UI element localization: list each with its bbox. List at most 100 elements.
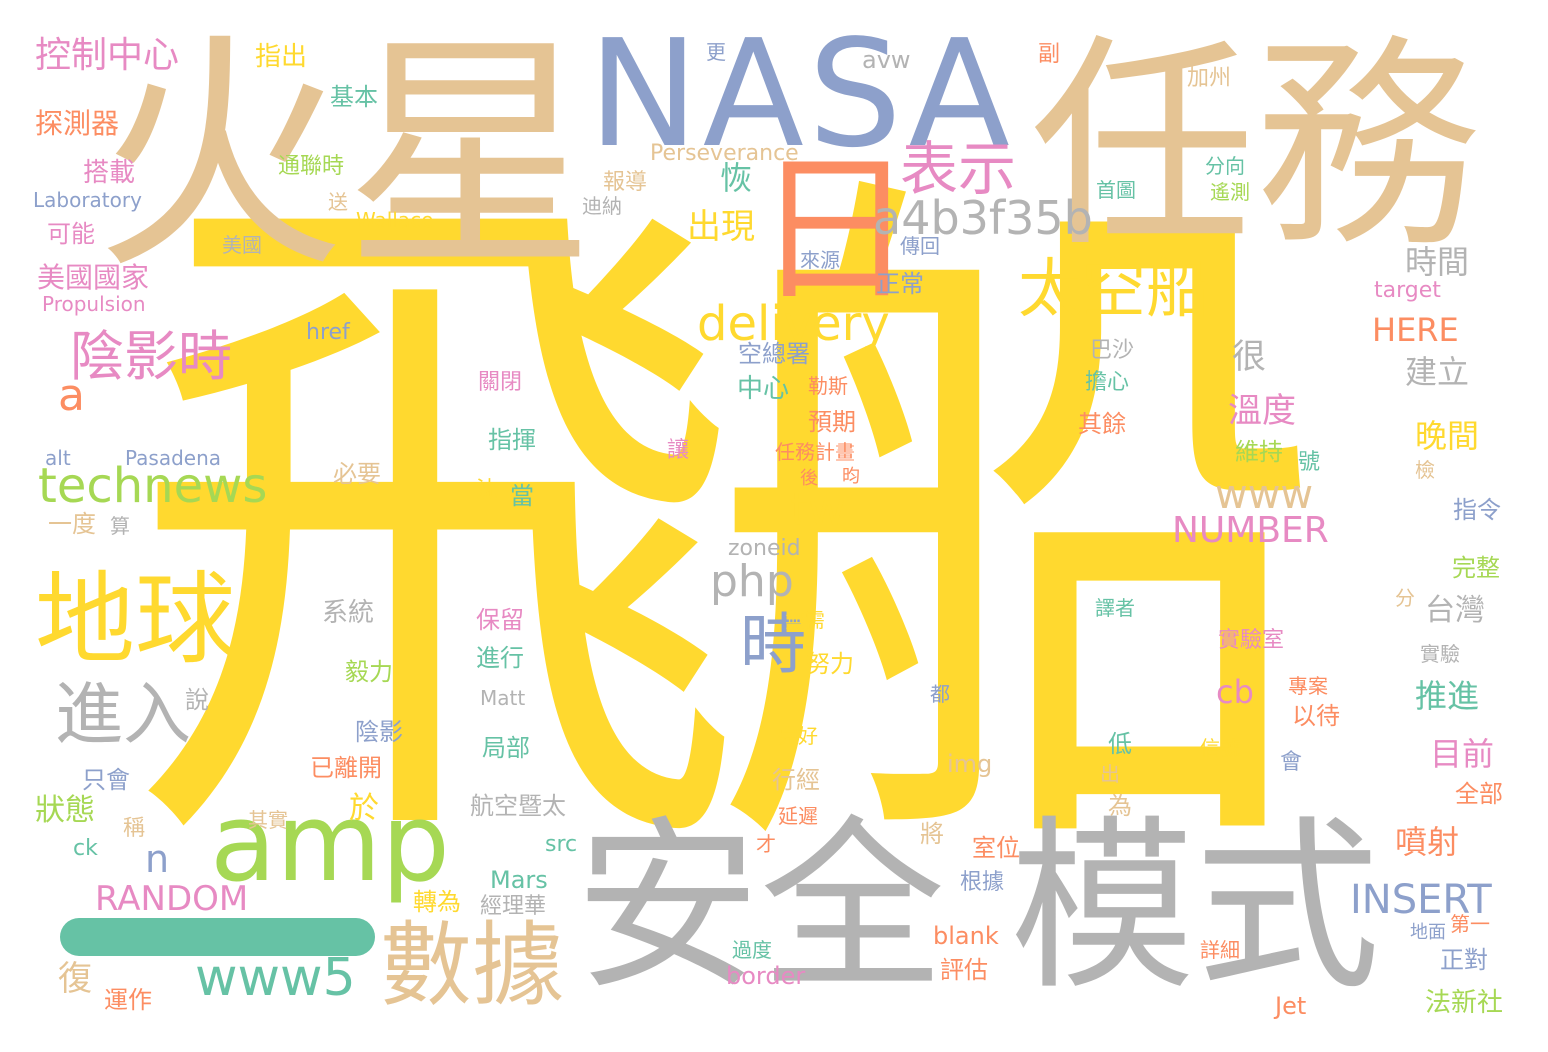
word-shijian: 時間 xyxy=(1405,243,1470,281)
word-chuanhui: 傳回 xyxy=(900,234,940,258)
word-yinyingshi: 陰影時 xyxy=(70,325,232,388)
word-rang: 讓 xyxy=(667,438,690,463)
word-insert: INSERT xyxy=(1350,877,1492,923)
word-mumian: 目前 xyxy=(1430,735,1495,773)
word-yilikai: 已離開 xyxy=(310,754,382,782)
word-shiwei: 室位 xyxy=(972,834,1020,862)
word-ck: ck xyxy=(73,836,98,861)
word-jinglihua: 經理華 xyxy=(480,894,547,919)
word-guodu: 過度 xyxy=(732,938,772,962)
word-hui2: 會 xyxy=(1280,750,1303,775)
word-avw: avw xyxy=(862,46,911,74)
word-chen: 沈 xyxy=(476,478,499,503)
word-pasadena: Pasadena xyxy=(125,446,222,470)
word-danxin: 擔心 xyxy=(1085,370,1130,395)
word-perseverance: Perseverance xyxy=(650,141,799,166)
word-biyao: 必要 xyxy=(333,460,381,488)
word-nasa: NASA xyxy=(588,8,1014,180)
word-jiang: 將 xyxy=(920,820,944,848)
word-dazai: 搭載 xyxy=(83,158,136,188)
word-zhihui: 指揮 xyxy=(488,426,536,454)
word-xitong: 系統 xyxy=(322,598,375,628)
word-hen: 很 xyxy=(1232,337,1266,377)
word-faxinshe: 法新社 xyxy=(1425,988,1504,1018)
word-zhuanan: 專案 xyxy=(1288,674,1328,698)
word-matt: Matt xyxy=(480,686,526,710)
word-genju: 根據 xyxy=(960,870,1005,895)
word-tancheqi: 探測器 xyxy=(35,107,120,140)
word-yizhe: 譯者 xyxy=(1095,596,1135,620)
word-geng: 更 xyxy=(706,40,726,64)
word-yun: 昀 xyxy=(842,466,860,487)
word-bar xyxy=(60,918,375,956)
word-yinying: 陰影 xyxy=(355,718,403,746)
word-diqiu: 地球 xyxy=(35,561,235,678)
word-zhengchang: 正常 xyxy=(876,270,924,298)
word-number: NUMBER xyxy=(1172,510,1329,551)
word-wei: 為 xyxy=(1108,792,1132,820)
word-baodao: 報導 xyxy=(603,170,648,195)
word-laiyuan: 來源 xyxy=(800,248,840,272)
word-jinru: 進入 xyxy=(55,676,192,755)
word-yu: 於 xyxy=(349,791,379,826)
word-hui: 恢 xyxy=(720,159,753,197)
word-renwujihua: 任務計畫 xyxy=(775,440,855,464)
word-tuijin: 推進 xyxy=(1415,677,1480,715)
word-fu2: 復 xyxy=(58,959,92,999)
word-fenxiang: 分向 xyxy=(1205,154,1245,178)
word-jubu: 局部 xyxy=(482,734,530,762)
word-zhuangtai: 狀態 xyxy=(35,793,95,828)
word-taiwan: 台灣 xyxy=(1425,593,1485,628)
word-alt: alt xyxy=(45,446,71,470)
word-n: n xyxy=(145,837,170,881)
word-blank: blank xyxy=(933,922,999,950)
word-qishi: 其實 xyxy=(248,808,288,832)
word-diyi: 第一 xyxy=(1450,912,1490,936)
word-shi: 時 xyxy=(740,606,806,683)
word-jiben: 基本 xyxy=(330,83,378,111)
word-pinggu: 評估 xyxy=(940,956,988,984)
word-hangkong: 航空暨太 xyxy=(470,792,566,820)
word-shiyan: 實驗 xyxy=(1420,642,1460,666)
word-yunzuo: 運作 xyxy=(104,986,152,1014)
word-yidai: 以待 xyxy=(1292,702,1340,730)
word-xingjing: 行經 xyxy=(772,766,820,794)
word-dimian: 地面 xyxy=(1410,922,1446,943)
word-song: 送 xyxy=(328,190,348,214)
word-jiazhou: 加州 xyxy=(1187,66,1232,91)
word-href: href xyxy=(306,320,350,345)
word-chu: 出 xyxy=(1100,762,1120,786)
word-weichi: 維持 xyxy=(1235,438,1283,466)
word-zhichu: 指出 xyxy=(255,42,308,72)
word-a4b3f35b: a4b3f35b xyxy=(873,191,1093,245)
word-wendu: 溫度 xyxy=(1228,391,1296,431)
word-a: a xyxy=(58,370,85,421)
word-qiyu: 其餘 xyxy=(1078,410,1126,438)
word-yuqi: 預期 xyxy=(808,408,856,436)
word-wallace: Wallace xyxy=(356,208,434,232)
word-dina: 迪納 xyxy=(582,194,622,218)
word-cheng: 稱 xyxy=(123,816,146,841)
word-konzongshu: 空總署 xyxy=(738,340,810,368)
word-shoutu: 首圖 xyxy=(1096,178,1136,202)
word-baoliu: 保留 xyxy=(476,606,524,634)
word-src: src xyxy=(545,832,578,857)
word-zhihui2: 只會 xyxy=(82,766,130,794)
word-target: target xyxy=(1374,278,1441,303)
word-wanhao: 完好 xyxy=(778,724,818,748)
word-border: border xyxy=(726,962,806,990)
word-yili: 毅力 xyxy=(345,658,393,686)
word-xinhao: 信號 xyxy=(1200,736,1240,760)
word-zhuanwei: 轉為 xyxy=(413,888,461,916)
word-quanbu: 全部 xyxy=(1455,780,1503,808)
word-du: 都 xyxy=(930,682,950,706)
word-zhiling: 指令 xyxy=(1453,496,1501,524)
word-fu: 副 xyxy=(1038,42,1061,67)
word-jinxing: 進行 xyxy=(476,644,524,672)
word-propulsion: Propulsion xyxy=(42,292,146,316)
word-moshi: 模式 xyxy=(1010,799,1380,1015)
word-feichuan: 飛船 xyxy=(128,122,1325,937)
word-shuju: 數據 xyxy=(380,912,565,1019)
word-laboratory: Laboratory xyxy=(33,188,142,212)
word-yanchi: 延遲 xyxy=(778,804,818,828)
